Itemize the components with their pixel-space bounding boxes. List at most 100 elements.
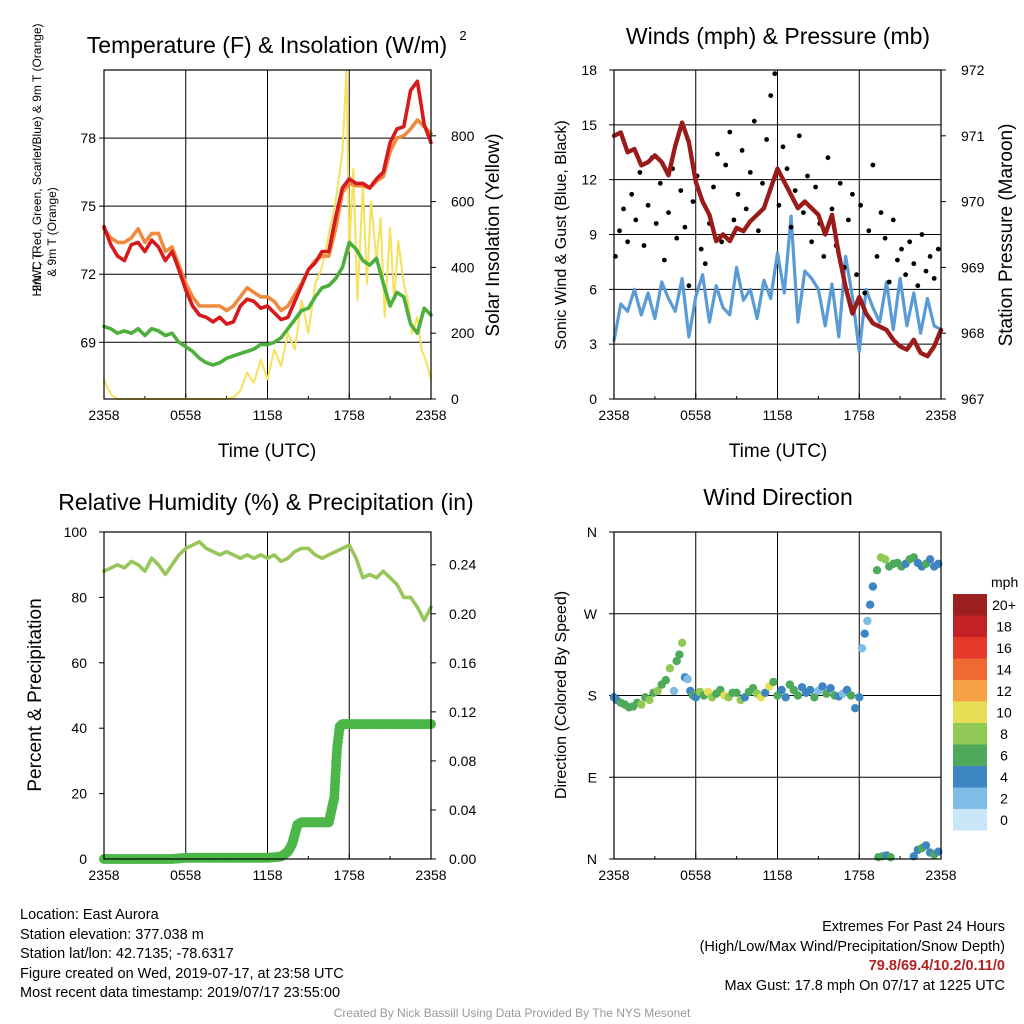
gust-point <box>837 180 843 186</box>
x-tick-label-1-1: 0558 <box>170 407 201 423</box>
x-tick-label-4-1: 0558 <box>680 867 711 883</box>
gust-point <box>801 210 806 216</box>
wind-y-axis-label-group: Sonic Wind & Gust (Blue, Black) <box>553 120 570 349</box>
wind-y2-axis-label: Station Pressure (Maroon) <box>996 124 1017 347</box>
wind-chart-title: Winds (mph) & Pressure (mb) <box>626 23 930 49</box>
gust-point <box>805 173 810 179</box>
gust-point <box>850 191 855 197</box>
gust-point <box>776 202 782 208</box>
rh-y-axis-label: Percent & Precipitation <box>25 598 46 791</box>
gust-point <box>764 137 769 142</box>
extremes-box: Extremes For Past 24 Hours (High/Low/Max… <box>700 918 1005 996</box>
temp-y-label-part1: 2m T, T <box>30 252 44 292</box>
rh-y-tick-label-5: 100 <box>64 524 88 540</box>
gust-point <box>739 148 745 153</box>
dir-y-axis-label: Direction (Colored By Speed) <box>553 591 570 799</box>
rh-y2-tick-label-6: 0.24 <box>449 557 476 573</box>
wind-y2-tick-label-2: 969 <box>961 259 985 275</box>
plot-frame-2 <box>613 69 942 400</box>
wind-y2-axis-label-group: Station Pressure (Maroon) <box>996 124 1017 347</box>
gust-point <box>882 235 888 241</box>
dir-y-tick-label-1: E <box>588 769 597 785</box>
direction-point <box>645 695 654 705</box>
wind-y-tick-label-6: 18 <box>581 62 597 78</box>
figure-created: Figure created on Wed, 2019-07-17, at 23… <box>20 965 344 982</box>
x-tick-label-2-0: 2358 <box>598 407 629 423</box>
pressure-line <box>611 120 944 359</box>
direction-point <box>683 674 692 684</box>
wind-y-tick-label-5: 15 <box>581 117 597 133</box>
temp-y2-tick-label-1: 200 <box>451 325 475 341</box>
gust-point <box>866 228 872 234</box>
direction-point <box>677 638 687 647</box>
rh-y-tick-label-4: 80 <box>71 589 87 605</box>
x-tick-label-2-1: 0558 <box>680 407 711 423</box>
temp-y-tick-label-1: 72 <box>80 266 96 282</box>
x-tick-label-4-4: 2358 <box>925 867 956 883</box>
direction-point <box>846 691 856 700</box>
gust-point <box>727 129 733 135</box>
legend-swatch-7 <box>953 744 987 766</box>
temp-y2-tick-label-2: 400 <box>451 259 475 275</box>
gust-point <box>686 283 692 289</box>
gust-point <box>719 239 724 245</box>
temp-x-axis-label: Time (UTC) <box>218 441 317 462</box>
x-tick-label-3-0: 2358 <box>88 867 119 883</box>
direction-point <box>857 644 867 653</box>
gust-point <box>711 184 716 190</box>
gust-point <box>772 71 778 77</box>
legend-label-10: 0 <box>1000 812 1008 828</box>
extremes-title: Extremes For Past 24 Hours <box>822 919 1005 935</box>
temp-y2-tick-label-4: 800 <box>451 128 475 144</box>
legend-label-0: 20+ <box>992 597 1016 613</box>
extremes-subtitle: (High/Low/Max Wind/Precipitation/Snow De… <box>699 938 1005 955</box>
x-tick-label-4-3: 1758 <box>844 867 875 883</box>
gust-point <box>923 268 929 274</box>
gust-point <box>809 239 814 245</box>
x-tick-label-3-3: 1758 <box>334 867 365 883</box>
x-tick-label-3-1: 0558 <box>170 867 201 883</box>
temp-chart-title: Temperature (F) & Insolation (W/m) <box>87 32 447 58</box>
x-tick-label-1-4: 2358 <box>415 407 446 423</box>
legend-label-6: 8 <box>1000 726 1008 742</box>
dir-chart-title: Wind Direction <box>703 484 853 510</box>
direction-point <box>865 600 875 609</box>
temp-y-tick-label-3: 78 <box>80 130 96 146</box>
wind-y2-tick-label-5: 972 <box>961 62 985 78</box>
rh-y-tick-label-2: 40 <box>71 720 87 736</box>
gust-point <box>878 210 884 216</box>
x-tick-label-4-2: 1158 <box>762 867 792 883</box>
x-tick-label-1-2: 1158 <box>252 407 282 423</box>
gust-point <box>629 191 635 197</box>
direction-point <box>669 686 679 696</box>
legend-swatch-10 <box>953 809 987 831</box>
temp-y2-axis-label-group: Solar Insolation (Yellow) <box>483 133 504 336</box>
gust-point <box>641 243 647 248</box>
legend-label-7: 6 <box>1000 748 1008 764</box>
temp-y-label-part2-group: HI/WC (Red, Green, Scarlet/Blue) & 9m T … <box>30 24 44 297</box>
gust-point <box>886 279 892 285</box>
gust-point <box>617 228 622 234</box>
gust-point <box>907 239 913 245</box>
gust-point <box>899 246 904 252</box>
gust-point <box>813 184 818 190</box>
legend-swatch-9 <box>953 787 987 809</box>
temp-title-superscript: 2 <box>459 28 466 43</box>
direction-point <box>661 675 670 685</box>
gust-point <box>637 170 643 175</box>
gust-point <box>915 283 921 289</box>
temp-y-label-part3-group: & 9m T (Orange) <box>45 187 59 277</box>
max-gust: Max Gust: 17.8 mph On 07/17 at 1225 UTC <box>724 977 1005 994</box>
gust-point <box>780 144 786 150</box>
rh-y2-tick-label-4: 0.16 <box>449 655 476 671</box>
gust-point <box>890 217 896 223</box>
gust-point <box>862 290 868 296</box>
gust-point <box>768 93 774 98</box>
gust-point <box>702 261 708 267</box>
temp-y2-tick-label-0: 0 <box>451 391 459 407</box>
gust-point <box>829 206 835 212</box>
x-tick-label-2-3: 1758 <box>844 407 875 423</box>
credit-line: Created By Nick Bassill Using Data Provi… <box>333 1006 691 1020</box>
legend-label-3: 14 <box>996 662 1012 678</box>
